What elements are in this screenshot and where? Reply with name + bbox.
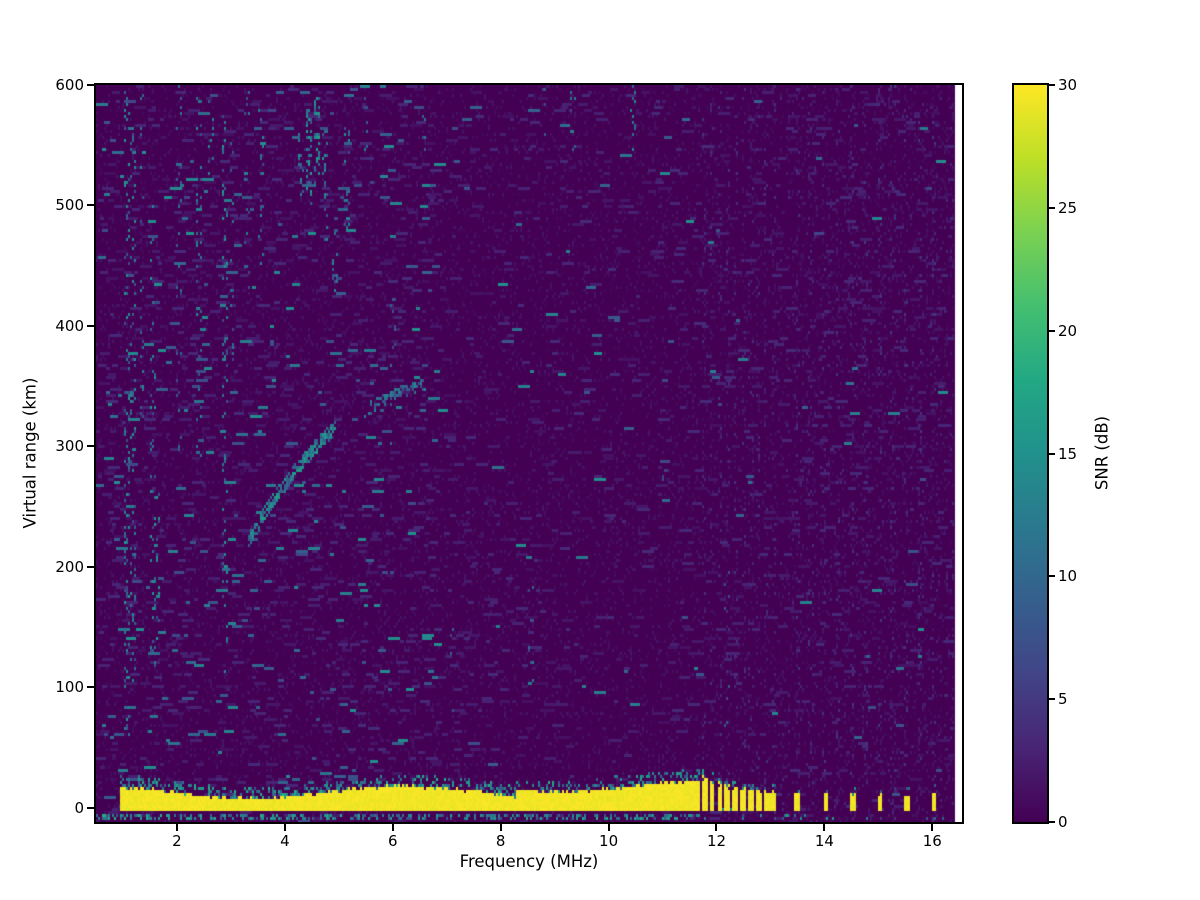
x-tick-mark (283, 824, 286, 831)
colorbar-tick-label: 5 (1058, 690, 1068, 709)
x-tick-label: 12 (706, 832, 727, 850)
y-tick-label: 600 (55, 76, 84, 94)
colorbar-tick-mark (1049, 84, 1055, 86)
y-tick-mark (87, 204, 94, 207)
colorbar-tick-label: 25 (1058, 198, 1078, 217)
colorbar-tick-label: 30 (1058, 76, 1078, 94)
colorbar-tick-mark (1049, 698, 1055, 701)
y-axis-label: Virtual range (km) (20, 377, 40, 529)
x-tick-label: 2 (172, 832, 182, 850)
y-tick-label: 100 (55, 678, 84, 697)
x-axis-label: Frequency (MHz) (459, 852, 599, 871)
y-tick-mark (87, 806, 94, 809)
x-tick-mark (823, 824, 826, 831)
ionogram-heatmap (96, 85, 962, 822)
x-tick-mark (175, 824, 178, 831)
y-tick-label: 200 (55, 557, 84, 576)
x-tick-mark (391, 824, 394, 831)
y-tick-label: 400 (55, 316, 84, 335)
x-tick-label: 4 (280, 832, 290, 850)
x-tick-mark (715, 824, 718, 831)
x-tick-label: 8 (495, 832, 506, 850)
y-tick-label: 0 (74, 798, 84, 817)
x-tick-label: 10 (599, 832, 619, 850)
y-tick-mark (87, 84, 94, 86)
colorbar-tick-mark (1049, 329, 1055, 332)
x-tick-label: 6 (387, 832, 398, 850)
colorbar-tick-mark (1049, 575, 1055, 578)
colorbar-tick-label: 15 (1058, 444, 1078, 463)
colorbar-label: SNR (dB) (1092, 415, 1112, 491)
y-tick-mark (87, 565, 94, 568)
x-tick-label: 16 (922, 832, 942, 850)
y-tick-label: 500 (55, 196, 84, 215)
colorbar-tick-label: 0 (1058, 813, 1068, 831)
colorbar-tick-label: 10 (1058, 567, 1078, 586)
x-tick-mark (499, 824, 502, 831)
colorbar (1012, 83, 1049, 824)
y-tick-mark (87, 445, 94, 448)
y-tick-mark (87, 324, 94, 327)
x-tick-label: 14 (814, 832, 834, 850)
y-tick-label: 300 (55, 437, 84, 456)
colorbar-tick-label: 20 (1058, 321, 1078, 340)
colorbar-tick-mark (1049, 206, 1055, 209)
x-tick-mark (607, 824, 610, 831)
colorbar-tick-mark (1049, 452, 1055, 455)
y-tick-mark (87, 686, 94, 689)
colorbar-tick-mark (1049, 821, 1055, 823)
x-tick-mark (931, 824, 934, 831)
